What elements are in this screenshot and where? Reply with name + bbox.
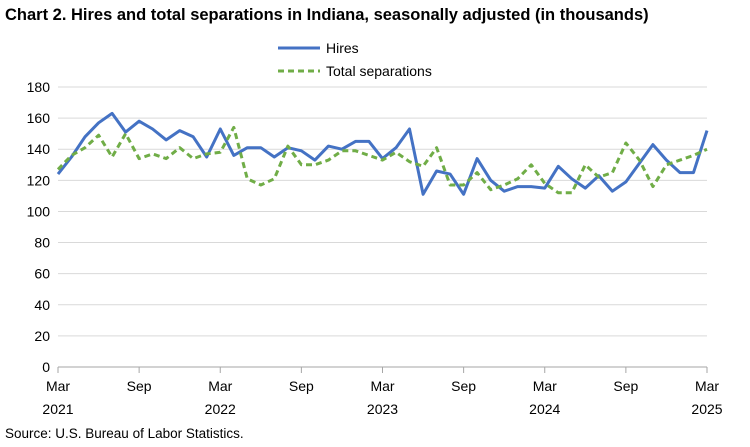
x-tick-label-8: Mar xyxy=(695,378,719,394)
chart-title: Chart 2. Hires and total separations in … xyxy=(5,6,649,24)
x-tick-year-0: 2021 xyxy=(42,401,73,417)
y-tick-label-180: 180 xyxy=(27,79,51,95)
y-tick-label-160: 160 xyxy=(27,110,51,126)
y-tick-label-140: 140 xyxy=(27,141,51,157)
x-tick-label-5: Sep xyxy=(451,378,476,394)
x-tick-label-0: Mar xyxy=(46,378,70,394)
x-axis: Mar 2021 Sep Mar 2022 Sep Mar 2023 Sep Mar 2024 Sep… xyxy=(42,366,723,417)
y-tick-label-20: 20 xyxy=(34,328,50,344)
x-tick-label-6: Mar xyxy=(533,378,557,394)
y-tick-label-40: 40 xyxy=(34,297,50,313)
series-line-total-separations xyxy=(56,125,708,195)
y-tick-label-120: 120 xyxy=(27,172,51,188)
legend-label-separations: Total separations xyxy=(326,63,432,79)
x-tick-year-6: 2024 xyxy=(529,401,560,417)
y-tick-label-100: 100 xyxy=(27,203,51,219)
gridlines xyxy=(58,86,707,337)
x-tick-label-4: Mar xyxy=(370,378,394,394)
y-tick-label-80: 80 xyxy=(34,235,50,251)
y-axis: 0 20 40 60 80 100 120 140 160 180 xyxy=(27,79,51,375)
legend-label-hires: Hires xyxy=(326,40,359,56)
source-note: Source: U.S. Bureau of Labor Statistics. xyxy=(5,426,244,441)
y-tick-label-60: 60 xyxy=(34,266,50,282)
y-tick-label-0: 0 xyxy=(42,359,50,375)
x-tick-year-4: 2023 xyxy=(367,401,398,417)
x-tick-label-3: Sep xyxy=(289,378,314,394)
x-tick-year-8: 2025 xyxy=(691,401,722,417)
x-tick-label-2: Mar xyxy=(208,378,232,394)
x-tick-label-1: Sep xyxy=(127,378,152,394)
x-tick-label-7: Sep xyxy=(613,378,638,394)
legend: Hires Total separations xyxy=(278,40,432,79)
series-layer xyxy=(56,111,709,196)
x-tick-year-2: 2022 xyxy=(205,401,236,417)
